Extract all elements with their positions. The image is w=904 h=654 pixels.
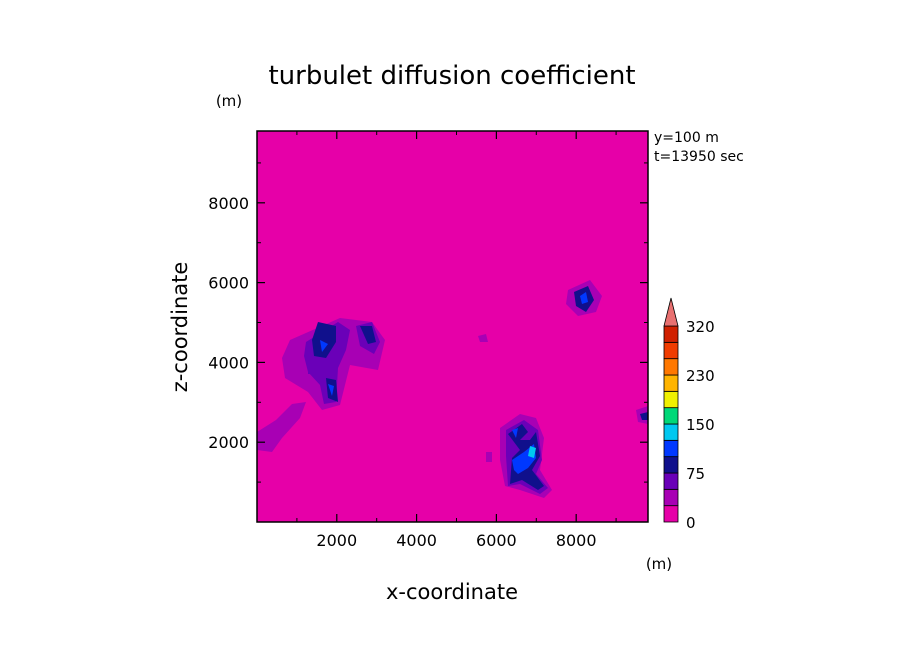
annotation-y: y=100 m bbox=[654, 130, 719, 146]
y-axis-ticks: 2000 4000 6000 8000 bbox=[208, 162, 648, 483]
colorbar: 0 75 150 230 320 bbox=[663, 297, 715, 532]
y-tick-label: 8000 bbox=[208, 194, 249, 213]
contour-level-25 bbox=[478, 334, 488, 342]
contour-level-100 bbox=[512, 428, 518, 438]
x-axis-label: x-coordinate bbox=[386, 580, 518, 604]
colorbar-segment bbox=[663, 407, 679, 425]
x-tick-label: 2000 bbox=[316, 531, 357, 550]
background-field bbox=[257, 131, 648, 522]
colorbar-tick-label: 75 bbox=[686, 465, 705, 483]
colorbar-segment bbox=[663, 341, 679, 360]
contour-level-25 bbox=[257, 402, 306, 452]
y-axis-label: z-coordinate bbox=[168, 262, 192, 393]
colorbar-tick-label: 0 bbox=[686, 514, 696, 532]
colorbar-tick-label: 150 bbox=[686, 416, 715, 434]
y-unit-label: (m) bbox=[216, 92, 242, 110]
colorbar-segment bbox=[663, 505, 679, 523]
colorbar-tick-label: 320 bbox=[686, 318, 715, 336]
colorbar-segment bbox=[663, 488, 679, 507]
colorbar-segment bbox=[663, 423, 679, 441]
x-axis-ticks: 2000 4000 6000 8000 bbox=[296, 131, 617, 550]
x-tick-label: 8000 bbox=[556, 531, 597, 550]
contour-level-75 bbox=[360, 326, 376, 344]
colorbar-segment bbox=[663, 358, 679, 376]
contour-level-100 bbox=[580, 292, 588, 304]
annotation-t: t=13950 sec bbox=[654, 149, 744, 165]
colorbar-segment bbox=[663, 374, 679, 392]
plot-frame bbox=[256, 130, 649, 523]
x-unit-label: (m) bbox=[646, 555, 672, 573]
colorbar-extend-arrow bbox=[663, 297, 679, 327]
colorbar-segment bbox=[663, 472, 679, 490]
colorbar-tick-label: 230 bbox=[686, 367, 715, 385]
y-tick-label: 4000 bbox=[208, 353, 249, 372]
chart-title: turbulet diffusion coefficient bbox=[268, 61, 635, 91]
contour-level-75 bbox=[640, 412, 648, 420]
contour-level-100 bbox=[328, 384, 334, 396]
contour-level-100 bbox=[320, 340, 328, 352]
y-tick-label: 2000 bbox=[208, 433, 249, 452]
contour-level-75 bbox=[312, 322, 336, 358]
contour-level-50 bbox=[308, 366, 322, 374]
colorbar-segment bbox=[663, 325, 679, 343]
contour-level-125 bbox=[528, 446, 536, 458]
x-tick-label: 4000 bbox=[396, 531, 437, 550]
plot-area bbox=[256, 130, 649, 523]
y-tick-label: 6000 bbox=[208, 274, 249, 293]
colorbar-segment bbox=[663, 390, 679, 409]
contour-level-25 bbox=[486, 452, 492, 462]
x-tick-label: 6000 bbox=[476, 531, 517, 550]
colorbar-segment bbox=[663, 439, 679, 458]
colorbar-segment bbox=[663, 456, 679, 474]
